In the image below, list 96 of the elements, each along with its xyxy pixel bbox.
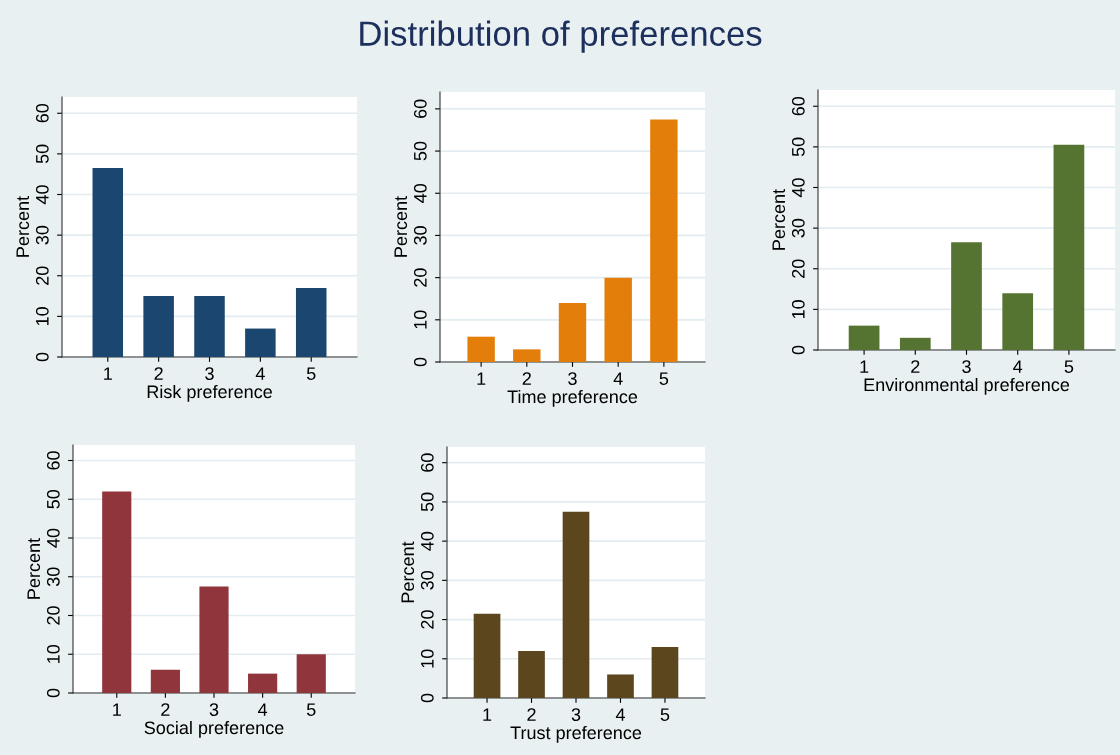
x-tick-label: 4 <box>255 367 265 380</box>
bar <box>607 674 634 698</box>
x-tick-label: 5 <box>659 372 669 385</box>
y-tick-label: 50 <box>420 492 434 512</box>
y-tick-label: 20 <box>35 266 49 285</box>
y-axis-title: Percent <box>394 196 408 257</box>
x-tick-label: 5 <box>1064 360 1074 373</box>
y-tick-label: 0 <box>413 357 427 367</box>
x-tick-label: 5 <box>306 703 316 716</box>
bar <box>92 168 124 357</box>
x-tick-label: 3 <box>962 360 971 373</box>
x-tick-label: 5 <box>660 708 670 721</box>
x-tick-label: 2 <box>522 372 531 385</box>
x-tick-label: 4 <box>615 708 625 721</box>
y-tick-label: 60 <box>35 103 49 123</box>
x-tick-label: 5 <box>306 367 316 380</box>
y-tick-label: 50 <box>413 141 427 161</box>
y-tick-label: 10 <box>413 310 427 329</box>
x-tick-label: 2 <box>161 703 170 716</box>
y-tick-label: 10 <box>791 300 805 319</box>
y-tick-label: 10 <box>35 307 49 326</box>
bar <box>199 586 229 693</box>
bar <box>518 650 545 698</box>
y-tick-label: 30 <box>35 225 49 245</box>
x-tick-label: 2 <box>911 360 920 373</box>
y-tick-label: 40 <box>413 183 427 203</box>
y-tick-label: 0 <box>46 688 60 698</box>
y-tick-label: 40 <box>791 178 805 198</box>
bar <box>194 296 225 357</box>
bar <box>1053 144 1085 350</box>
y-tick-label: 40 <box>35 185 49 205</box>
bar <box>248 673 278 693</box>
y-tick-label: 50 <box>35 144 49 164</box>
bar <box>899 337 931 350</box>
y-tick-label: 20 <box>420 610 434 629</box>
bar <box>848 325 880 350</box>
y-tick-label: 30 <box>46 567 60 587</box>
x-axis-title: Risk preference <box>147 384 272 402</box>
x-tick-label: 1 <box>860 360 869 373</box>
y-axis-title: Percent <box>27 538 41 599</box>
bar <box>562 511 590 698</box>
y-axis-title: Percent <box>16 196 30 257</box>
y-tick-label: 40 <box>420 531 434 551</box>
x-axis-title: Social preference <box>144 720 284 738</box>
x-axis-title: Trust preference <box>510 725 642 743</box>
x-tick-label: 2 <box>527 708 536 721</box>
bar <box>295 287 327 357</box>
x-tick-label: 4 <box>1013 360 1023 373</box>
y-tick-label: 0 <box>420 693 434 703</box>
y-tick-label: 0 <box>791 345 805 355</box>
y-tick-label: 60 <box>413 99 427 118</box>
y-tick-label: 20 <box>791 259 805 278</box>
y-tick-label: 30 <box>413 226 427 245</box>
x-tick-label: 4 <box>258 703 268 716</box>
bar <box>150 669 180 693</box>
bar <box>102 491 132 693</box>
bar <box>1002 293 1034 350</box>
x-tick-label: 1 <box>483 708 492 721</box>
y-tick-label: 30 <box>791 218 805 238</box>
y-axis-title: Percent <box>772 189 786 250</box>
y-tick-label: 50 <box>46 489 60 509</box>
x-tick-label: 1 <box>113 703 121 716</box>
y-tick-label: 30 <box>420 571 434 590</box>
x-axis-title: Time preference <box>507 389 638 407</box>
y-tick-label: 40 <box>46 528 60 548</box>
y-tick-label: 60 <box>420 453 434 472</box>
x-tick-label: 3 <box>205 367 214 380</box>
x-tick-label: 1 <box>104 367 112 380</box>
bar <box>467 336 495 362</box>
bar <box>651 647 679 698</box>
bar <box>473 613 501 698</box>
bar <box>650 119 678 362</box>
x-tick-label: 3 <box>568 372 577 385</box>
x-tick-label: 1 <box>477 372 486 385</box>
bar <box>245 328 276 357</box>
y-tick-label: 60 <box>46 451 60 470</box>
y-tick-label: 60 <box>791 96 805 116</box>
y-tick-label: 20 <box>413 268 427 287</box>
x-tick-label: 4 <box>613 372 623 385</box>
bar <box>296 654 326 693</box>
x-tick-label: 3 <box>571 708 581 721</box>
x-tick-label: 2 <box>154 367 163 380</box>
y-tick-label: 10 <box>420 649 434 668</box>
bar <box>951 242 982 350</box>
bar <box>604 277 632 362</box>
bar <box>558 302 587 362</box>
y-tick-label: 10 <box>46 644 60 663</box>
x-axis-title: Environmental preference <box>864 377 1070 395</box>
bar <box>143 296 174 357</box>
x-tick-label: 3 <box>209 703 219 716</box>
y-tick-label: 0 <box>35 352 49 362</box>
y-tick-label: 50 <box>791 137 805 157</box>
chart-title: Distribution of preferences <box>360 20 762 53</box>
bar <box>513 349 541 362</box>
y-axis-title: Percent <box>401 541 415 603</box>
y-tick-label: 20 <box>46 606 60 625</box>
